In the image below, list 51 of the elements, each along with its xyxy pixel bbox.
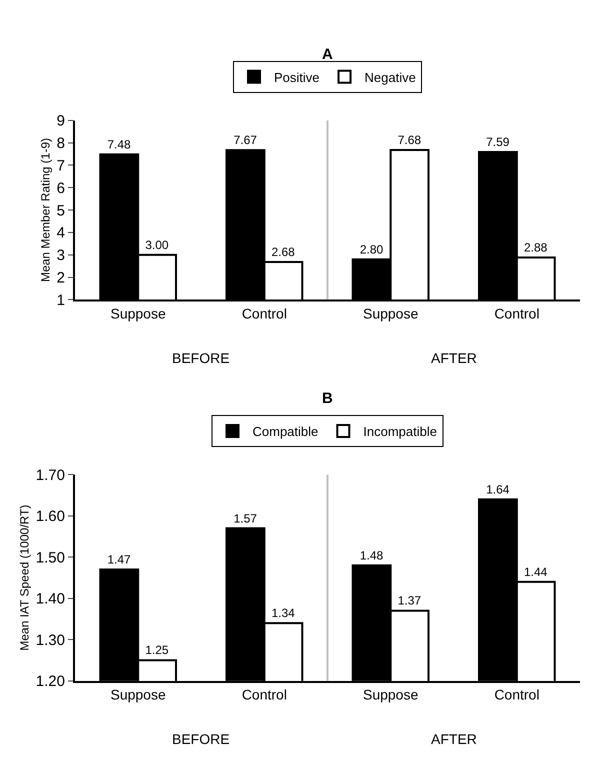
legend-label: Positive <box>274 70 320 85</box>
x-tick-label: Suppose <box>362 305 418 322</box>
data-label: 7.59 <box>486 134 510 149</box>
y-tick-label: 7 <box>56 157 65 174</box>
data-label: 1.37 <box>398 594 422 608</box>
data-label: 7.68 <box>398 132 422 147</box>
data-label: 1.25 <box>145 643 169 658</box>
y-tick-label: 1 <box>56 292 65 309</box>
y-tick-label: 3 <box>56 247 65 264</box>
text: BEFORE <box>172 350 230 366</box>
legend-label: Compatible <box>252 424 318 440</box>
x-tick-label: Control <box>494 305 540 322</box>
data-label: 1.64 <box>486 482 510 496</box>
x-tick-label: Suppose <box>110 305 166 322</box>
y-axis-title: Mean IAT Speed (1000/RT) <box>18 504 32 651</box>
y-tick-label: 1.30 <box>36 632 65 649</box>
data-label: 1.47 <box>107 552 132 566</box>
legend-label: Negative <box>364 70 416 85</box>
y-tick-label: 8 <box>56 135 65 152</box>
data-label: 2.80 <box>360 242 384 256</box>
data-label: 7.48 <box>107 137 132 152</box>
data-label: 1.34 <box>271 606 296 620</box>
data-label: 2.68 <box>271 245 296 260</box>
text: AFTER <box>431 731 477 747</box>
y-tick-label: 1.70 <box>36 466 65 484</box>
y-tick-label: 1.50 <box>36 549 65 566</box>
data-label: 2.88 <box>524 240 548 255</box>
data-label: 3.00 <box>145 238 169 252</box>
data-label: 1.57 <box>234 511 258 526</box>
legend-label: Incompatible <box>363 424 437 440</box>
x-tick-label: Control <box>242 305 287 322</box>
y-tick-label: 1.20 <box>36 673 65 690</box>
y-tick-label: 1.40 <box>36 590 65 608</box>
y-tick-label: 9 <box>56 112 65 130</box>
x-tick-label: Control <box>494 686 540 703</box>
x-tick-label: Control <box>242 686 287 703</box>
y-tick-label: 1.60 <box>36 508 65 526</box>
chart-title: A <box>322 46 333 63</box>
y-axis-title: Mean Member Rating (1-9) <box>38 138 52 282</box>
data-label: 1.44 <box>524 564 548 579</box>
data-label: 7.67 <box>234 133 258 148</box>
y-tick-label: 5 <box>56 202 65 220</box>
y-tick-label: 4 <box>56 224 65 242</box>
x-tick-label: Suppose <box>110 686 166 703</box>
text: BEFORE <box>172 731 230 747</box>
y-tick-label: 6 <box>56 180 65 197</box>
chart-title: B <box>322 390 333 407</box>
data-label: 1.48 <box>360 548 384 562</box>
text: AFTER <box>431 350 477 366</box>
x-tick-label: Suppose <box>362 686 418 703</box>
y-tick-label: 2 <box>56 270 65 287</box>
